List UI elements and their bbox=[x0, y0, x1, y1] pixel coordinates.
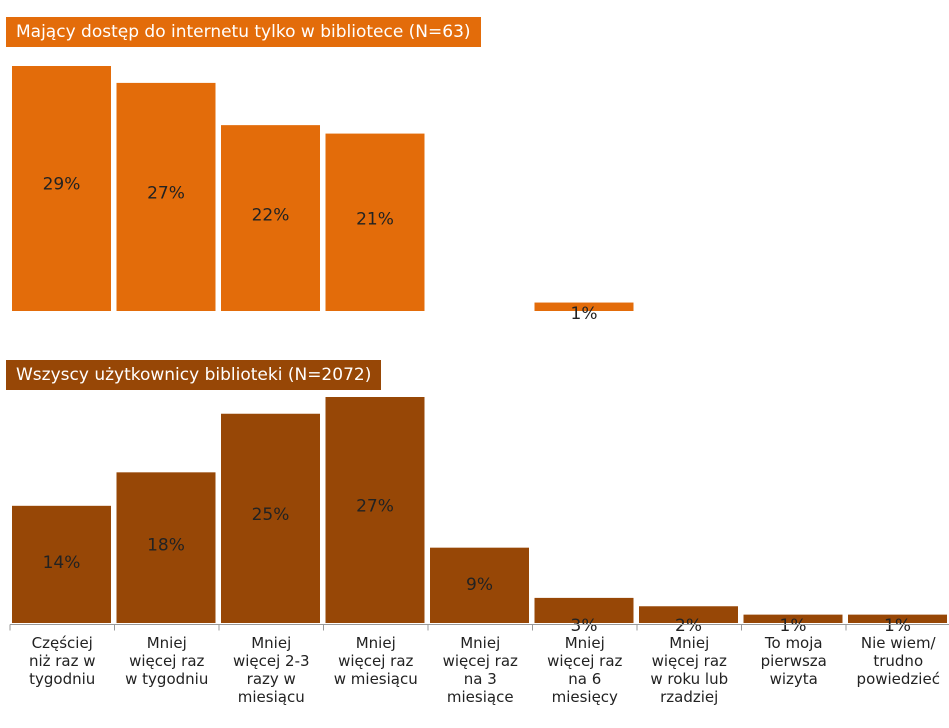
x-tick-label-line: Mniej bbox=[147, 634, 187, 652]
top-bar-label-6: 1% bbox=[571, 304, 598, 324]
x-tick-label-line: Mniej bbox=[251, 634, 291, 652]
x-tick-label-4: Mniej więcej raz w miesiącu bbox=[334, 634, 418, 688]
top-bar-3 bbox=[221, 125, 320, 311]
bottom-bar-label-5: 9% bbox=[466, 575, 493, 595]
x-tick-label-7: Mniej więcej raz w roku lub rzadziej bbox=[650, 634, 728, 706]
x-tick-label-line: więcej 2-3 bbox=[233, 652, 310, 670]
top-bar-label-3: 22% bbox=[252, 205, 290, 225]
x-tick-label-line: Nie wiem/ bbox=[861, 634, 937, 652]
x-tick-label-line: pierwsza bbox=[761, 652, 827, 670]
x-tick-label-line: To moja bbox=[764, 634, 823, 652]
top-panel-title: Mający dostęp do internetu tylko w bibli… bbox=[6, 17, 481, 47]
bottom-bar-7 bbox=[639, 606, 738, 623]
bottom-bar-8 bbox=[743, 614, 843, 623]
bottom-panel-title: Wszyscy użytkownicy biblioteki (N=2072) bbox=[6, 360, 382, 390]
x-tick-label-5: Mniej więcej raz na 3 miesiące bbox=[443, 634, 518, 706]
top-bar-4 bbox=[325, 133, 425, 311]
x-tick-label-line: rzadziej bbox=[660, 688, 718, 706]
x-tick-label-line: niż raz w bbox=[29, 652, 96, 670]
bottom-bar-3 bbox=[221, 413, 320, 623]
x-tick-label-line: na 6 bbox=[568, 670, 601, 688]
x-tick-label-line: na 3 bbox=[464, 670, 497, 688]
x-tick-label-1: Częściej niż raz w tygodniu bbox=[29, 634, 96, 688]
bottom-bar-2 bbox=[116, 472, 216, 623]
x-tick-label-line: w tygodniu bbox=[125, 670, 208, 688]
bottom-bar-1 bbox=[12, 505, 111, 623]
bottom-bar-label-3: 25% bbox=[252, 505, 290, 525]
top-bar-label-2: 27% bbox=[147, 183, 185, 203]
x-tick-label-9: Nie wiem/trudno powiedzieć bbox=[857, 634, 940, 688]
x-tick-label-line: Mniej bbox=[460, 634, 500, 652]
x-tick-label-line: powiedzieć bbox=[857, 670, 940, 688]
bottom-bar-5 bbox=[430, 547, 529, 623]
bottom-bar-label-2: 18% bbox=[147, 536, 185, 556]
x-tick-label-line: więcej raz bbox=[443, 652, 518, 670]
top-bar-2 bbox=[116, 82, 216, 312]
top-bar-label-1: 29% bbox=[43, 175, 81, 195]
top-bar-1 bbox=[12, 66, 111, 311]
x-tick-label-line: więcej raz bbox=[547, 652, 622, 670]
x-tick-label-line: miesiące bbox=[447, 688, 514, 706]
x-tick-label-2: Mniej więcej raz w tygodniu bbox=[125, 634, 208, 688]
bottom-bar-4 bbox=[325, 397, 425, 623]
bottom-bar-label-6: 3% bbox=[571, 616, 598, 636]
bottom-bar-label-4: 27% bbox=[356, 496, 394, 516]
x-tick-label-line: miesięcy bbox=[552, 688, 618, 706]
x-tick-label-line: Mniej bbox=[669, 634, 709, 652]
bottom-bar-label-9: 1% bbox=[884, 616, 911, 636]
x-tick-label-line: Mniej bbox=[565, 634, 605, 652]
x-tick-label-line: więcej raz bbox=[338, 652, 413, 670]
bottom-bar-label-8: 1% bbox=[780, 616, 807, 636]
x-tick-label-line: wizyta bbox=[770, 670, 818, 688]
x-tick-label-8: To moja pierwsza wizyta bbox=[761, 634, 827, 688]
x-tick-label-line: więcej raz bbox=[652, 652, 727, 670]
x-tick-label-line: razy w bbox=[247, 670, 296, 688]
x-tick-label-line: miesiącu bbox=[238, 688, 305, 706]
x-tick-label-line: Częściej bbox=[32, 634, 93, 652]
x-tick-label-3: Mniej więcej 2-3 razy w miesiącu bbox=[233, 634, 310, 706]
x-tick-label-line: tygodniu bbox=[29, 670, 95, 688]
x-tick-label-line: więcej raz bbox=[129, 652, 204, 670]
bottom-bar-label-1: 14% bbox=[43, 553, 81, 573]
x-tick-label-line: Mniej bbox=[356, 634, 396, 652]
top-bar-label-4: 21% bbox=[356, 210, 394, 230]
x-tick-label-line: trudno bbox=[873, 652, 923, 670]
bottom-bar-6 bbox=[534, 597, 634, 623]
x-tick-label-6: Mniej więcej raz na 6 miesięcy bbox=[547, 634, 622, 706]
bottom-bar-label-7: 2% bbox=[675, 616, 702, 636]
x-tick-label-line: w miesiącu bbox=[334, 670, 418, 688]
x-tick-label-line: w roku lub bbox=[650, 670, 728, 688]
bottom-bar-9 bbox=[848, 614, 947, 623]
top-bar-6 bbox=[534, 302, 634, 311]
